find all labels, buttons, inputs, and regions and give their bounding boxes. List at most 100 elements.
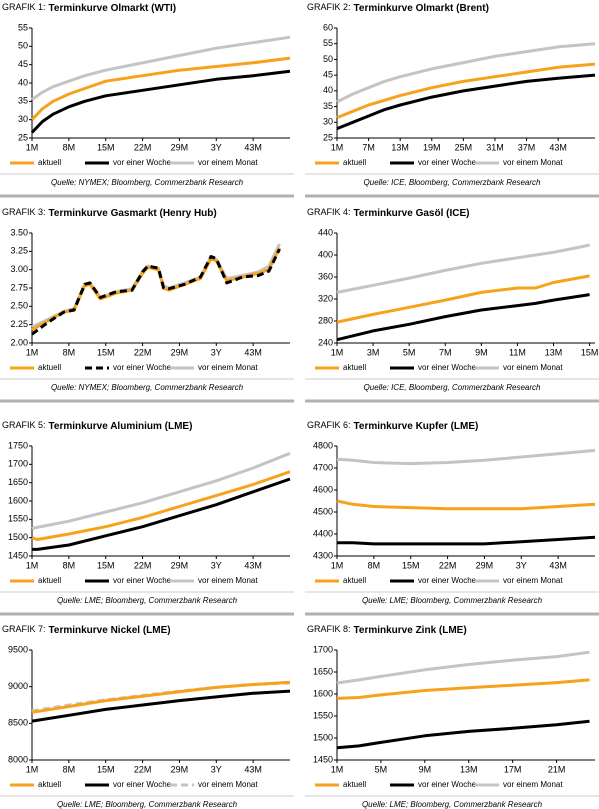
chart-title: GRAFIK 1: Terminkurve Olmarkt (WTI) xyxy=(2,2,176,13)
x-tick-label: 43M xyxy=(244,142,262,152)
y-tick-label: 1700 xyxy=(8,459,28,469)
x-tick-label: 7M xyxy=(362,142,375,152)
x-tick-label: 43M xyxy=(244,560,262,570)
y-tick-label: 9000 xyxy=(8,681,28,691)
y-tick-label: 4500 xyxy=(313,506,333,516)
x-tick-label: 29M xyxy=(171,347,189,357)
x-tick-label: 8M xyxy=(368,560,381,570)
y-tick-label: 1750 xyxy=(8,440,28,450)
chart-label: GRAFIK 3: xyxy=(2,207,46,217)
legend-label: aktuell xyxy=(38,363,61,372)
series-line xyxy=(32,477,291,551)
source: Quelle: NYMEX; Bloomberg, Commerzbank Re… xyxy=(51,178,244,187)
y-tick-label: 3.50 xyxy=(10,227,28,237)
x-tick-label: 43M xyxy=(549,142,567,152)
series-line xyxy=(31,689,291,723)
series-line xyxy=(336,650,590,685)
y-tick-label: 35 xyxy=(18,96,28,106)
x-tick-label: 22M xyxy=(134,142,152,152)
x-tick-label: 3Y xyxy=(211,347,222,357)
legend-label: vor einem Monat xyxy=(503,158,563,167)
series-line xyxy=(336,293,590,342)
x-tick-label: 29M xyxy=(171,560,189,570)
series-line xyxy=(31,247,281,332)
x-tick-label: 1M xyxy=(26,560,39,570)
x-tick-label: 13M xyxy=(545,347,563,357)
chart-title-text: Terminkurve Zink (LME) xyxy=(354,625,467,636)
series-line xyxy=(31,248,281,336)
series-line xyxy=(30,56,291,121)
y-tick-label: 2.00 xyxy=(10,337,28,347)
x-tick-label: 25M xyxy=(455,142,473,152)
legend-label: aktuell xyxy=(38,158,61,167)
legend-label: vor einer Woche xyxy=(113,158,172,167)
y-tick-label: 280 xyxy=(318,315,333,325)
y-tick-label: 1450 xyxy=(8,550,28,560)
x-tick-label: 22M xyxy=(134,347,152,357)
x-tick-label: 37M xyxy=(518,142,536,152)
x-tick-label: 11M xyxy=(509,347,526,357)
x-tick-label: 15M xyxy=(97,764,115,774)
chart-title-text: Terminkurve Gasöl (ICE) xyxy=(354,208,470,219)
legend-label: aktuell xyxy=(343,158,366,167)
y-tick-label: 1550 xyxy=(313,710,333,720)
y-tick-label: 400 xyxy=(318,249,333,259)
chart-title: GRAFIK 5: Terminkurve Aluminium (LME) xyxy=(2,420,192,431)
x-tick-label: 15M xyxy=(97,347,115,357)
source: Quelle: LME; Bloomberg, Commerzbank Rese… xyxy=(362,800,543,809)
x-tick-label: 8M xyxy=(63,347,76,357)
y-tick-label: 40 xyxy=(323,85,333,95)
y-tick-label: 8000 xyxy=(8,754,28,764)
y-tick-label: 60 xyxy=(323,22,333,32)
series-line xyxy=(336,42,596,104)
x-tick-label: 43M xyxy=(549,560,567,570)
chart-label: GRAFIK 8: xyxy=(307,624,351,634)
x-tick-label: 8M xyxy=(63,560,76,570)
y-tick-label: 1650 xyxy=(313,666,333,676)
x-tick-label: 15M xyxy=(402,560,420,570)
source: Quelle: ICE, Bloomberg, Commerzbank Rese… xyxy=(364,383,542,392)
legend-label: aktuell xyxy=(38,576,61,585)
series-line xyxy=(31,680,291,714)
chart-title-text: Terminkurve Nickel (LME) xyxy=(49,625,171,636)
chart-title-text: Terminkurve Gasmarkt (Henry Hub) xyxy=(49,208,217,219)
y-tick-label: 50 xyxy=(323,54,333,64)
chart-title: GRAFIK 8: Terminkurve Zink (LME) xyxy=(307,624,467,635)
x-tick-label: 9M xyxy=(419,764,432,774)
legend-label: aktuell xyxy=(343,576,366,585)
chart-title: GRAFIK 7: Terminkurve Nickel (LME) xyxy=(2,624,171,635)
y-tick-label: 4800 xyxy=(313,440,333,450)
chart-title: GRAFIK 4: Terminkurve Gasöl (ICE) xyxy=(307,207,469,218)
x-tick-label: 7M xyxy=(439,347,452,357)
y-tick-label: 55 xyxy=(323,38,333,48)
x-tick-label: 9M xyxy=(475,347,488,357)
series-line xyxy=(336,448,596,466)
y-tick-label: 4700 xyxy=(313,462,333,472)
series-line xyxy=(31,243,281,329)
legend-label: vor einem Monat xyxy=(503,363,563,372)
y-tick-label: 45 xyxy=(323,70,333,80)
y-tick-label: 4600 xyxy=(313,484,333,494)
source: Quelle: LME; Bloomberg, Commerzbank Rese… xyxy=(57,596,238,605)
y-tick-label: 2.75 xyxy=(10,282,28,292)
x-tick-label: 15M xyxy=(97,560,115,570)
chart-label: GRAFIK 4: xyxy=(307,207,351,217)
y-tick-label: 1500 xyxy=(313,732,333,742)
y-tick-label: 25 xyxy=(18,132,28,142)
x-tick-label: 43M xyxy=(244,764,262,774)
legend-label: vor einer Woche xyxy=(418,158,477,167)
y-tick-label: 1600 xyxy=(8,495,28,505)
y-tick-label: 45 xyxy=(18,59,28,69)
series-line xyxy=(336,62,596,119)
chart-title-text: Terminkurve Olmarkt (WTI) xyxy=(49,3,177,14)
x-tick-label: 17M xyxy=(504,764,522,774)
chart-title: GRAFIK 3: Terminkurve Gasmarkt (Henry Hub… xyxy=(2,207,217,218)
x-tick-label: 1M xyxy=(331,142,344,152)
legend-label: aktuell xyxy=(343,363,366,372)
x-tick-label: 43M xyxy=(244,347,262,357)
x-tick-label: 15M xyxy=(581,347,599,357)
y-tick-label: 3.00 xyxy=(10,264,28,274)
chart-label: GRAFIK 6: xyxy=(307,420,351,430)
x-tick-label: 1M xyxy=(331,764,344,774)
x-tick-label: 1M xyxy=(26,347,39,357)
